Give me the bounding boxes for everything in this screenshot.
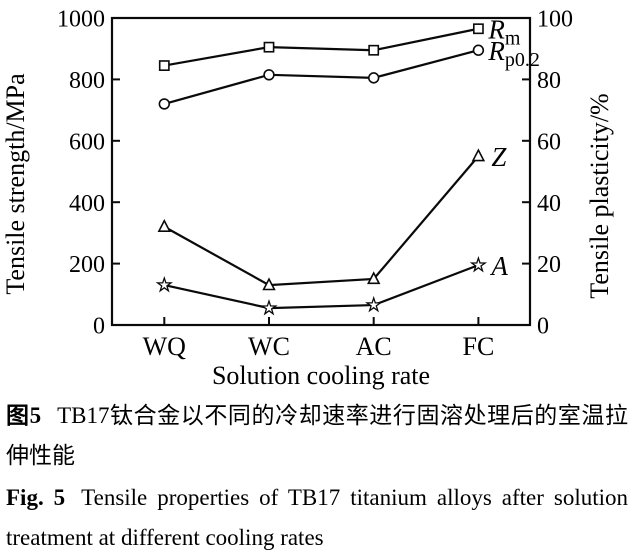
left-axis-title: Tensile strength/MPa (1, 73, 30, 295)
caption-english: Fig. 5 Tensile properties of TB17 titaniu… (6, 478, 628, 558)
series-line-Z (163, 155, 480, 287)
x-category-label: WC (248, 332, 290, 361)
circle-marker (263, 69, 275, 81)
x-axis-title: Solution cooling rate (212, 361, 430, 390)
circle-marker (472, 44, 485, 56)
star-marker (365, 295, 383, 313)
star-marker (260, 299, 278, 316)
square-marker (263, 41, 275, 53)
caption-text-zh: TB17钛合金以不同的冷却速率进行固溶处理后的室温拉伸性能 (6, 403, 629, 468)
triangle-marker (262, 277, 276, 291)
right-axis-tick-label: 20 (537, 252, 561, 278)
left-axis-tick-label: 400 (69, 191, 105, 217)
series-line-Rp02 (164, 49, 479, 106)
circle-marker (158, 98, 171, 110)
right-axis-tick-label: 0 (537, 314, 549, 340)
right-axis-tick-label: 100 (537, 7, 573, 33)
right-axis-tick-label: 80 (537, 68, 561, 94)
plot-frame (110, 16, 532, 327)
square-marker (368, 44, 380, 56)
x-category-label: FC (462, 332, 494, 361)
left-axis-tick-label: 600 (69, 129, 105, 155)
caption-chinese: 图5 TB17钛合金以不同的冷却速率进行固溶处理后的室温拉伸性能 (6, 396, 628, 476)
series-line-Rm (164, 27, 479, 67)
star-marker (469, 256, 488, 273)
x-category-label: WQ (143, 332, 187, 361)
left-axis-tick-label: 800 (69, 68, 105, 94)
right-axis-tick-label: 40 (537, 191, 561, 217)
figure-caption: 图5 TB17钛合金以不同的冷却速率进行固溶处理后的室温拉伸性能 Fig. 5 Te… (0, 396, 634, 558)
triangle-marker (157, 219, 172, 232)
right-axis-title: Tensile plasticity/% (585, 93, 614, 298)
left-axis-tick-label: 0 (93, 314, 105, 340)
square-marker (158, 60, 170, 71)
caption-text-en: Tensile properties of TB17 titanium allo… (6, 485, 628, 550)
series-label-A: A (489, 251, 508, 281)
left-axis-tick-label: 200 (69, 252, 105, 278)
figure-number-en: Fig. 5 (6, 485, 66, 510)
x-category-label: AC (356, 332, 392, 361)
star-marker (155, 276, 173, 293)
figure-number-zh: 图5 (6, 403, 42, 428)
series-line-A (164, 264, 479, 310)
left-axis-tick-label: 1000 (57, 7, 105, 33)
square-marker (472, 23, 484, 35)
right-axis-tick-label: 60 (537, 129, 561, 155)
series-label-Z: Z (491, 142, 507, 172)
triangle-marker (471, 148, 486, 162)
triangle-marker (366, 271, 381, 285)
circle-marker (368, 72, 380, 84)
